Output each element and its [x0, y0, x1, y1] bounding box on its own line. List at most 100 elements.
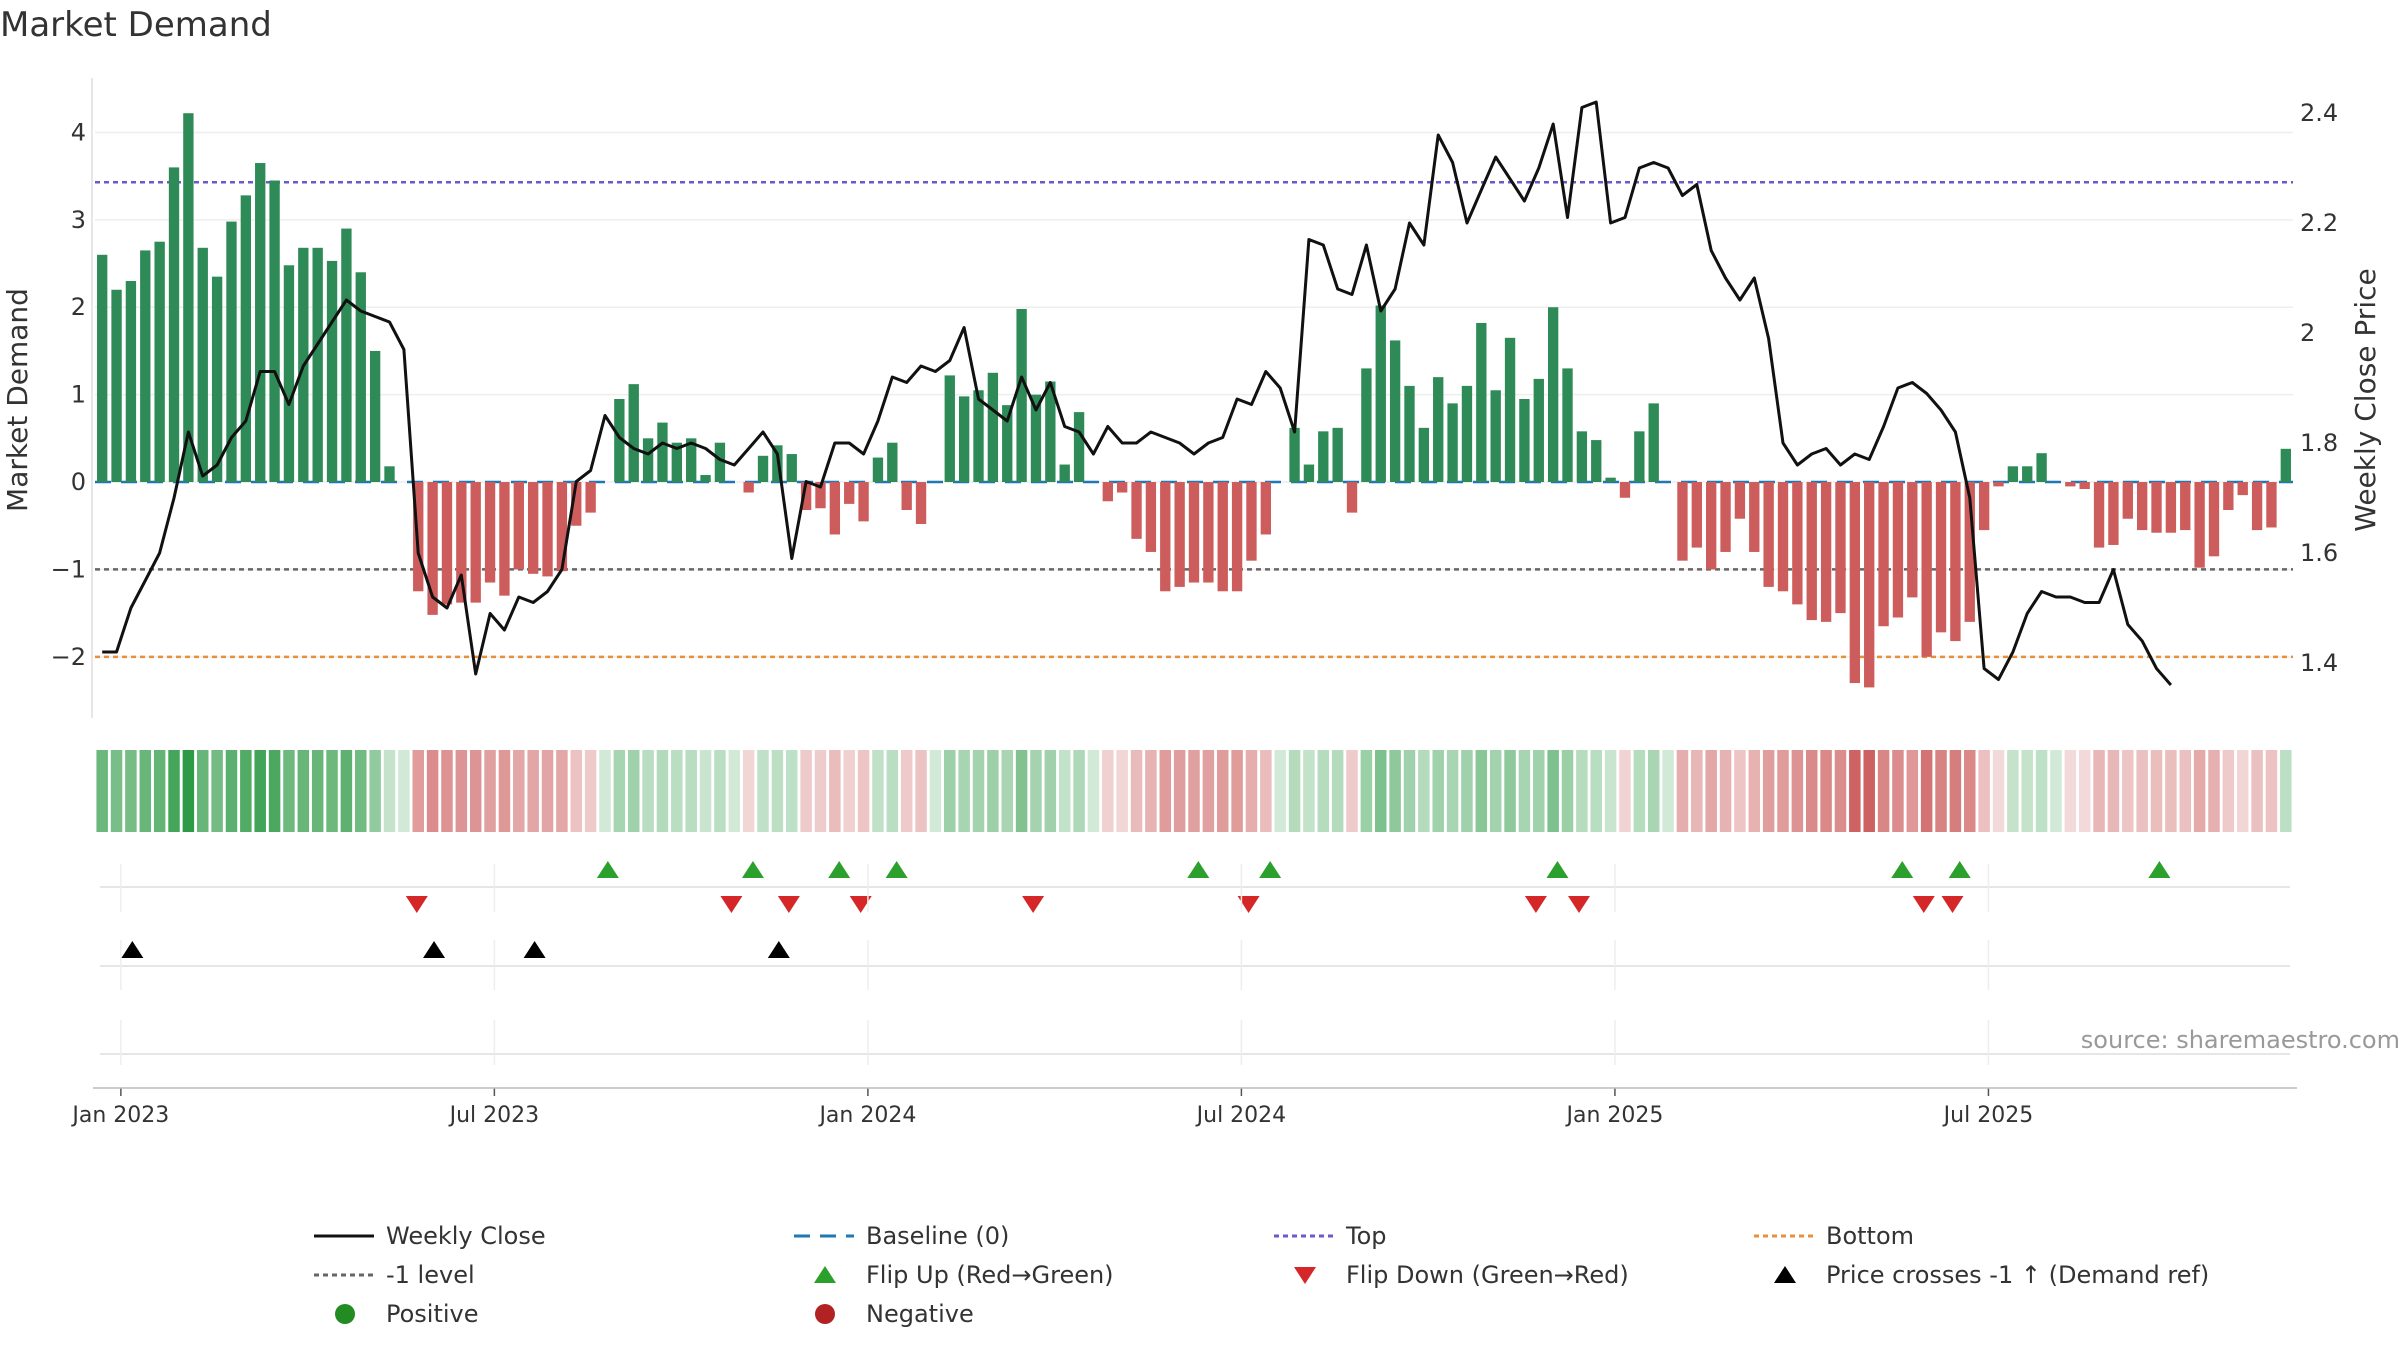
heat-cell: [584, 750, 597, 832]
heat-cell: [1662, 750, 1674, 832]
heat-cell: [1432, 750, 1444, 832]
heat-cell: [599, 750, 611, 832]
heat-cell: [2093, 750, 2105, 832]
axes: −2 −1 0 1 2 3 4 1.4 1.6 1.8 2 2.2 2.4: [51, 78, 2338, 718]
heat-cell: [1719, 750, 1732, 832]
demand-bar: [628, 384, 639, 483]
demand-bar: [556, 482, 568, 572]
heat-cell: [1375, 750, 1387, 832]
flip-down-marker: [1022, 896, 1045, 913]
heat-cell: [1360, 750, 1373, 832]
legend-price-cross: Price crosses -1 ↑ (Demand ref): [1750, 1261, 2209, 1289]
flip-down-marker: [720, 896, 743, 913]
flip-up-marker: [1948, 861, 1971, 878]
demand-bar: [1619, 482, 1631, 498]
heat-cell: [541, 750, 554, 832]
heat-cell: [211, 750, 223, 832]
heat-cell: [1231, 750, 1243, 832]
heat-cell: [441, 750, 453, 832]
demand-bar: [1217, 482, 1228, 592]
heat-cell: [1547, 750, 1559, 832]
heat-cell: [168, 750, 180, 832]
demand-bar: [355, 272, 366, 483]
demand-bar: [1260, 482, 1272, 535]
demand-bar: [2108, 482, 2119, 545]
x-axis: Jan 2023 Jul 2023 Jan 2024 Jul 2024 Jan 2025…: [70, 864, 2297, 1128]
heat-cell: [1877, 750, 1890, 832]
heat-cell: [2236, 750, 2249, 832]
heat-cell: [1303, 750, 1315, 832]
heat-cell: [1748, 750, 1761, 832]
demand-bar: [341, 228, 352, 483]
legend-positive: Positive: [310, 1300, 479, 1328]
demand-bar: [1131, 482, 1142, 539]
heat-cell: [182, 750, 195, 832]
heat-cell: [929, 750, 942, 832]
heat-cell: [1001, 750, 1013, 832]
legend-price-cross-label: Price crosses -1 ↑ (Demand ref): [1826, 1261, 2210, 1289]
demand-bar: [154, 241, 165, 483]
heat-cell: [1130, 750, 1143, 832]
heat-cell: [1331, 750, 1344, 832]
heat-cell: [613, 750, 626, 832]
heat-cell: [699, 750, 712, 832]
flip-up-marker: [1546, 861, 1569, 878]
demand-bar: [1447, 403, 1458, 483]
heat-cell: [1777, 750, 1789, 832]
demand-bar: [1892, 482, 1904, 618]
heat-cell: [1604, 750, 1617, 832]
demand-bar: [1073, 412, 1085, 483]
flip-down-marker: [1237, 896, 1260, 913]
heat-cell: [2165, 750, 2177, 832]
demand-bar: [944, 375, 955, 483]
demand-bar: [2022, 466, 2033, 483]
heat-cell: [556, 750, 568, 832]
heat-cell: [972, 750, 985, 832]
heat-cell: [1978, 750, 1990, 832]
heat-cell: [1518, 750, 1531, 832]
demand-bar: [1231, 482, 1243, 592]
legend-flip-down: Flip Down (Green→Red): [1270, 1261, 1629, 1289]
demand-bar: [714, 442, 726, 483]
demand-bar: [1045, 381, 1056, 483]
heat-cell: [1317, 750, 1330, 832]
left-tick-label: 1: [71, 381, 86, 409]
heat-cell: [1705, 750, 1717, 832]
demand-bar: [1907, 482, 1918, 598]
heat-cell: [2064, 750, 2077, 832]
demand-bar: [1404, 385, 1415, 483]
flip-up-marker: [1259, 861, 1282, 878]
flip-down-marker: [777, 896, 800, 913]
heat-cell: [570, 750, 583, 832]
demand-bar: [1016, 308, 1027, 483]
demand-bar: [2079, 482, 2090, 490]
heat-cell: [1691, 750, 1703, 832]
heat-cell: [900, 750, 913, 832]
heat-cell: [369, 750, 381, 832]
heat-cell: [1418, 750, 1430, 832]
legend-flip-down-label: Flip Down (Green→Red): [1346, 1261, 1629, 1289]
demand-bar: [1361, 368, 1372, 483]
demand-bar: [1145, 482, 1157, 552]
demand-bar: [1389, 340, 1401, 483]
demand-bar: [1332, 427, 1343, 483]
demand-bar: [1763, 482, 1774, 587]
flip-down-marker: [1941, 896, 1964, 913]
right-tick-label: 1.4: [2300, 649, 2338, 677]
demand-bar: [1777, 482, 1789, 592]
demand-bar: [1648, 403, 1659, 483]
demand-bar: [1476, 322, 1487, 483]
demand-bar: [815, 482, 826, 509]
demand-bar: [915, 482, 927, 524]
heat-cell: [814, 750, 827, 832]
heat-cell: [340, 750, 353, 832]
left-axis-label: Market Demand: [1, 288, 34, 512]
flip-down-marker: [1568, 896, 1591, 913]
demand-bar: [1562, 368, 1573, 483]
heat-cell: [1805, 750, 1818, 832]
demand-bar: [484, 482, 496, 583]
demand-bar: [642, 438, 654, 483]
right-tick-label: 2.4: [2300, 99, 2338, 127]
heat-cell: [1619, 750, 1631, 832]
